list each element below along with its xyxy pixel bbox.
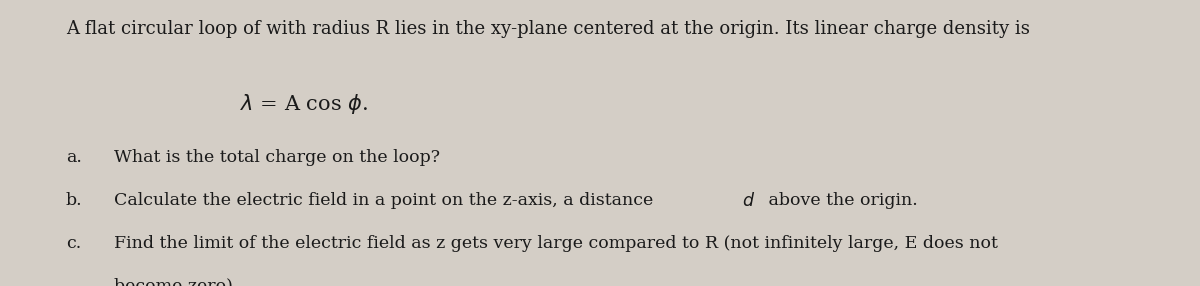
Text: A flat circular loop of with radius R lies in the xy-plane centered at the origi: A flat circular loop of with radius R li…	[66, 20, 1030, 38]
Text: Find the limit of the electric field as z gets very large compared to R (not inf: Find the limit of the electric field as …	[114, 235, 998, 251]
Text: a.: a.	[66, 149, 82, 166]
Text: above the origin.: above the origin.	[763, 192, 918, 208]
Text: c.: c.	[66, 235, 82, 251]
Text: $\lambda$ = A cos $\phi$.: $\lambda$ = A cos $\phi$.	[240, 92, 368, 116]
Text: b.: b.	[66, 192, 83, 208]
Text: Calculate the electric field in a point on the z-axis, a distance: Calculate the electric field in a point …	[114, 192, 659, 208]
Text: What is the total charge on the loop?: What is the total charge on the loop?	[114, 149, 440, 166]
Text: $d$: $d$	[742, 192, 755, 210]
Text: become zero).: become zero).	[114, 277, 239, 286]
